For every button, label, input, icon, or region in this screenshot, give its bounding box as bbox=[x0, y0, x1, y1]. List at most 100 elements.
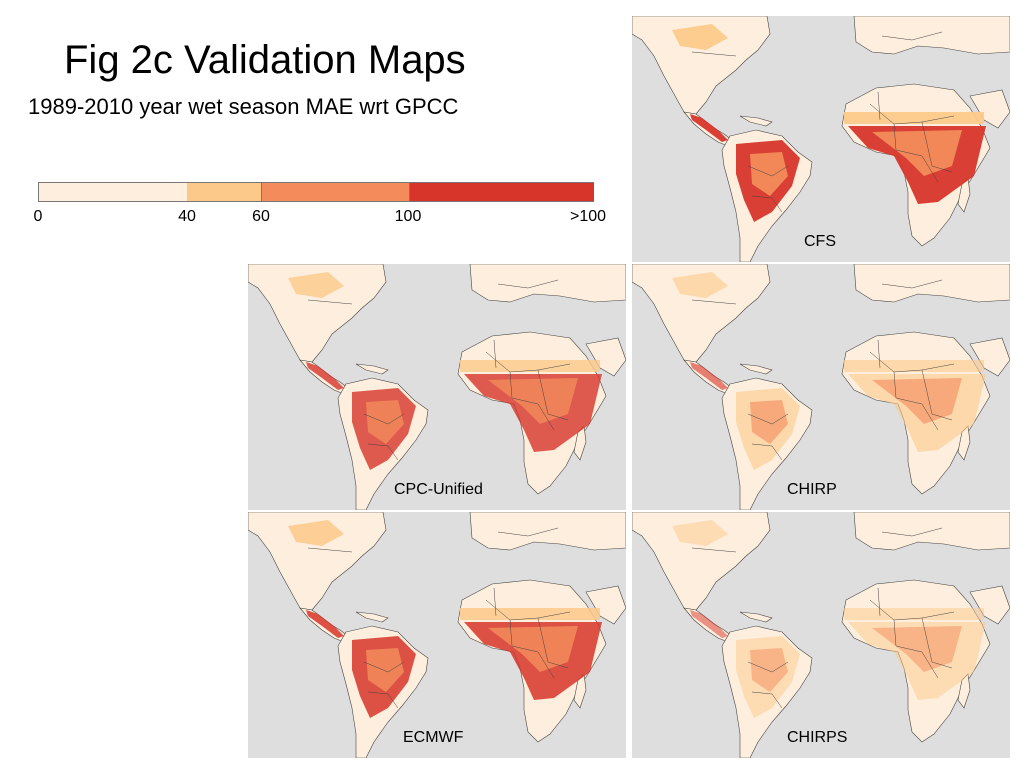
country-border-line bbox=[893, 123, 939, 183]
country-border-line bbox=[877, 339, 881, 369]
country-border-line bbox=[869, 599, 955, 621]
country-border-line bbox=[493, 587, 497, 617]
map-panel-chirp: CHIRP bbox=[632, 264, 1010, 510]
caribbean-landmass bbox=[739, 611, 773, 623]
map-graphic bbox=[632, 16, 1010, 262]
country-border-line bbox=[747, 165, 789, 177]
amazon-moderate-error-region bbox=[750, 400, 788, 444]
amazon-moderate-error-region bbox=[366, 400, 404, 444]
country-border-line bbox=[363, 413, 405, 425]
country-border-line bbox=[691, 547, 737, 553]
amazon-moderate-error-region bbox=[750, 152, 788, 196]
north-america-midlevel-patch bbox=[288, 272, 344, 298]
amazon-moderate-error-region bbox=[750, 648, 788, 692]
africa-tropical-band-moderate bbox=[488, 378, 578, 424]
central-america-high-error-strip bbox=[690, 610, 728, 638]
country-border-line bbox=[877, 587, 881, 617]
legend-bin-60-100 bbox=[261, 183, 410, 201]
north-america-midlevel-patch bbox=[672, 24, 728, 50]
country-border-line bbox=[881, 527, 943, 537]
europe-landmass bbox=[853, 16, 1010, 55]
north-america-landmass bbox=[632, 264, 771, 363]
country-border-line bbox=[367, 691, 399, 709]
europe-landmass bbox=[853, 512, 1010, 551]
africa-tropical-band-moderate bbox=[872, 130, 962, 176]
map-graphic bbox=[632, 512, 1010, 758]
legend-tick-40: 40 bbox=[178, 208, 196, 225]
country-border-line bbox=[747, 661, 789, 673]
country-border-line bbox=[751, 195, 783, 213]
north-america-landmass bbox=[248, 512, 387, 611]
africa-sahel-band bbox=[844, 360, 984, 372]
legend-bin-40-60 bbox=[187, 183, 261, 201]
africa-sahel-band bbox=[844, 112, 984, 124]
country-border-line bbox=[921, 369, 953, 421]
europe-landmass bbox=[469, 512, 626, 551]
legend-tick-0: 0 bbox=[33, 208, 43, 225]
country-border-line bbox=[751, 691, 783, 709]
north-america-midlevel-patch bbox=[288, 520, 344, 546]
country-border-line bbox=[691, 51, 737, 57]
country-border-line bbox=[307, 547, 353, 553]
caribbean-landmass bbox=[355, 611, 389, 623]
country-border-line bbox=[367, 443, 399, 461]
color-legend-bar bbox=[38, 182, 594, 202]
africa-tropical-band-moderate bbox=[488, 626, 578, 672]
country-border-line bbox=[881, 31, 943, 41]
legend-tick-60: 60 bbox=[252, 208, 270, 225]
africa-sahel-band bbox=[460, 360, 600, 372]
country-border-line bbox=[869, 103, 955, 125]
slide-subtitle: 1989-2010 year wet season MAE wrt GPCC bbox=[28, 94, 459, 119]
panel-label: ECMWF bbox=[403, 729, 464, 746]
map-panel-cpc-unified: CPC-Unified bbox=[248, 264, 626, 510]
country-border-line bbox=[691, 299, 737, 305]
europe-landmass bbox=[469, 264, 626, 303]
country-border-line bbox=[485, 599, 571, 621]
country-border-line bbox=[877, 91, 881, 121]
legend-bin-0-40 bbox=[39, 183, 187, 201]
country-border-line bbox=[509, 619, 555, 679]
country-border-line bbox=[497, 527, 559, 537]
europe-landmass bbox=[853, 264, 1010, 303]
north-america-landmass bbox=[632, 512, 771, 611]
country-border-line bbox=[869, 351, 955, 373]
country-border-line bbox=[509, 371, 555, 431]
central-america-high-error-strip bbox=[306, 610, 344, 638]
africa-sahel-band bbox=[844, 608, 984, 620]
map-panel-cfs: CFS bbox=[632, 16, 1010, 262]
country-border-line bbox=[921, 121, 953, 173]
legend-bin-over-100 bbox=[409, 183, 594, 201]
map-graphic bbox=[632, 264, 1010, 510]
north-america-midlevel-patch bbox=[672, 272, 728, 298]
africa-tropical-band-moderate bbox=[872, 378, 962, 424]
country-border-line bbox=[307, 299, 353, 305]
panel-label: CHIRPS bbox=[787, 729, 848, 746]
panel-label: CFS bbox=[804, 233, 836, 250]
central-america-high-error-strip bbox=[690, 362, 728, 390]
country-border-line bbox=[537, 369, 569, 421]
central-america-high-error-strip bbox=[690, 114, 728, 142]
north-america-midlevel-patch bbox=[672, 520, 728, 546]
country-border-line bbox=[751, 443, 783, 461]
north-america-landmass bbox=[632, 16, 771, 115]
caribbean-landmass bbox=[739, 363, 773, 375]
map-graphic bbox=[248, 512, 626, 758]
central-america-high-error-strip bbox=[306, 362, 344, 390]
country-border-line bbox=[893, 619, 939, 679]
country-border-line bbox=[493, 339, 497, 369]
map-panel-chirps: CHIRPS bbox=[632, 512, 1010, 758]
country-border-line bbox=[893, 371, 939, 431]
panel-label: CPC-Unified bbox=[394, 481, 483, 498]
country-border-line bbox=[881, 279, 943, 289]
country-border-line bbox=[363, 661, 405, 673]
africa-sahel-band bbox=[460, 608, 600, 620]
map-panel-ecmwf: ECMWF bbox=[248, 512, 626, 758]
caribbean-landmass bbox=[739, 115, 773, 127]
legend-tick-over-100: >100 bbox=[569, 208, 607, 225]
panel-label: CHIRP bbox=[787, 481, 837, 498]
country-border-line bbox=[485, 351, 571, 373]
caribbean-landmass bbox=[355, 363, 389, 375]
country-border-line bbox=[537, 617, 569, 669]
legend-tick-100: 100 bbox=[394, 208, 422, 225]
country-border-line bbox=[747, 413, 789, 425]
